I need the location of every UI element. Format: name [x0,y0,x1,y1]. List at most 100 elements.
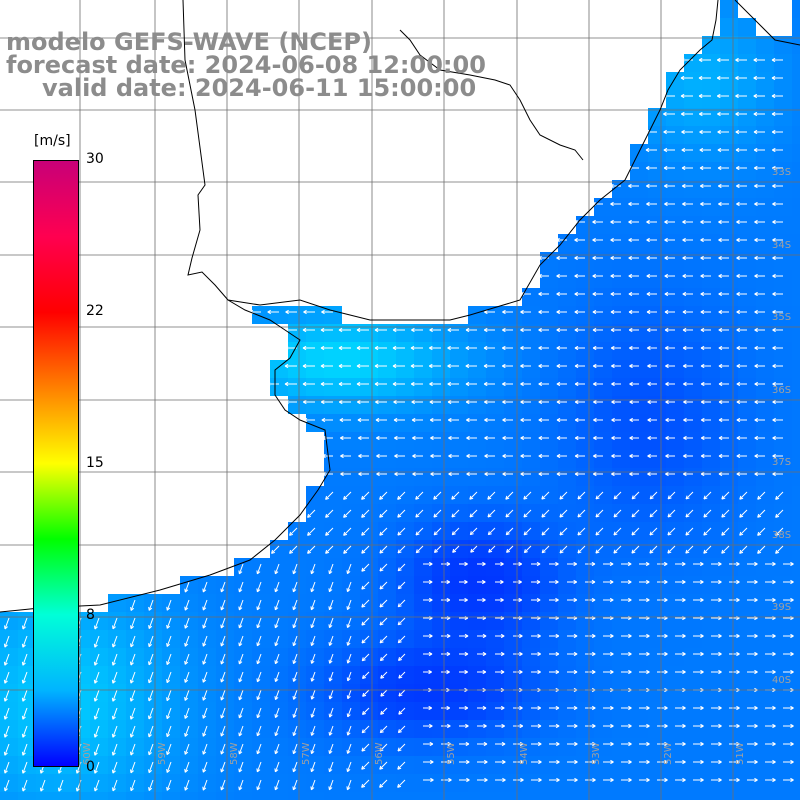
wind-speed-cell [702,342,720,360]
wind-speed-cell [342,360,360,378]
wind-speed-cell [504,360,522,378]
wind-speed-cell [738,414,756,432]
wind-speed-cell [468,432,486,450]
longitude-label: 53W [591,742,602,765]
longitude-label: 56W [374,742,385,765]
wind-speed-cell [648,486,666,504]
wind-speed-cell [396,630,414,648]
wind-speed-cell [612,792,630,800]
wind-speed-cell [720,702,738,720]
wind-speed-cell [630,684,648,702]
wind-speed-cell [126,792,144,800]
wind-speed-cell [378,378,396,396]
wind-speed-cell [504,378,522,396]
wind-speed-cell [576,576,594,594]
wind-speed-cell [324,594,342,612]
wind-speed-cell [558,396,576,414]
wind-speed-cell [702,90,720,108]
wind-speed-cell [378,684,396,702]
wind-speed-cell [522,414,540,432]
wind-speed-cell [0,702,18,720]
wind-speed-cell [270,630,288,648]
wind-speed-cell [792,378,800,396]
wind-speed-cell [378,594,396,612]
wind-speed-cell [576,684,594,702]
wind-speed-cell [738,684,756,702]
wind-speed-cell [450,414,468,432]
wind-speed-cell [522,522,540,540]
wind-speed-cell [648,162,666,180]
wind-speed-cell [324,702,342,720]
wind-speed-cell [432,396,450,414]
wind-speed-cell [342,540,360,558]
wind-speed-cell [396,342,414,360]
wind-speed-cell [792,126,800,144]
wind-speed-cell [558,504,576,522]
wind-speed-cell [756,54,774,72]
wind-speed-cell [522,540,540,558]
wind-speed-cell [666,414,684,432]
wind-speed-cell [738,648,756,666]
wind-speed-cell [414,594,432,612]
wind-speed-cell [558,612,576,630]
wind-speed-cell [774,540,792,558]
wind-speed-cell [792,270,800,288]
wind-speed-cell [522,648,540,666]
wind-speed-cell [234,612,252,630]
wind-speed-cell [792,504,800,522]
wind-speed-cell [144,666,162,684]
wind-speed-cell [486,594,504,612]
wind-speed-cell [630,432,648,450]
wind-speed-cell [774,126,792,144]
wind-speed-cell [576,270,594,288]
wind-speed-cell [738,234,756,252]
wind-speed-cell [612,378,630,396]
wind-speed-cell [648,414,666,432]
wind-speed-cell [720,432,738,450]
wind-speed-cell [324,396,342,414]
wind-speed-cell [612,270,630,288]
wind-speed-cell [468,522,486,540]
wind-speed-cell [522,396,540,414]
wind-speed-cell [36,792,54,800]
wind-speed-cell [288,576,306,594]
wind-speed-cell [468,414,486,432]
wind-speed-cell [216,702,234,720]
wind-speed-cell [432,594,450,612]
wind-speed-cell [702,378,720,396]
wind-speed-cell [756,216,774,234]
wind-speed-cell [522,342,540,360]
wind-speed-cell [684,234,702,252]
wind-speed-cell [576,468,594,486]
wind-speed-cell [360,432,378,450]
wind-speed-cell [324,684,342,702]
wind-speed-cell [612,342,630,360]
wind-speed-cell [540,756,558,774]
wind-speed-cell [648,720,666,738]
wind-speed-cell [342,414,360,432]
wind-speed-cell [756,270,774,288]
wind-speed-cell [648,684,666,702]
wind-speed-cell [270,684,288,702]
wind-speed-cell [576,360,594,378]
wind-speed-cell [630,198,648,216]
wind-speed-cell [450,558,468,576]
wind-speed-cell [558,720,576,738]
wind-speed-cell [630,396,648,414]
wind-speed-cell [738,108,756,126]
wind-speed-cell [468,792,486,800]
wind-speed-cell [378,360,396,378]
wind-speed-cell [594,306,612,324]
wind-speed-cell [180,684,198,702]
wind-speed-cell [216,666,234,684]
wind-speed-cell [0,720,18,738]
wind-speed-cell [576,612,594,630]
wind-speed-cell [720,306,738,324]
wind-speed-cell [324,720,342,738]
wind-speed-cell [486,504,504,522]
wind-speed-cell [756,504,774,522]
wind-speed-cell [702,756,720,774]
wind-speed-cell [558,702,576,720]
wind-speed-cell [324,522,342,540]
wind-speed-cell [486,576,504,594]
